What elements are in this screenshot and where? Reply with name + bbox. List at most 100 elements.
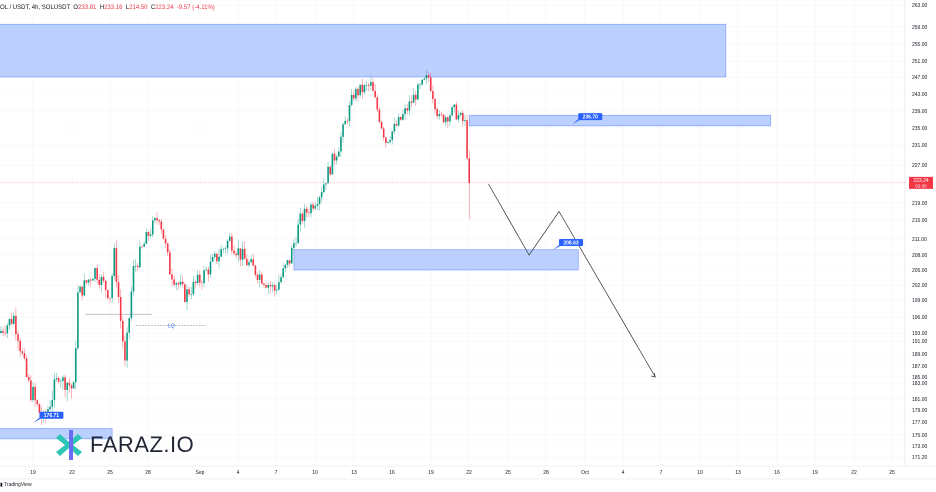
candle-body bbox=[8, 318, 11, 326]
candle-body bbox=[94, 268, 96, 279]
candle-body bbox=[128, 318, 131, 333]
x-tick-label: 19 bbox=[428, 470, 434, 476]
candle-body bbox=[175, 283, 178, 285]
candle-body bbox=[414, 94, 417, 100]
candle-body bbox=[453, 104, 456, 108]
callout-text: 208.63 bbox=[563, 240, 579, 246]
x-tick-label: 4 bbox=[622, 470, 625, 476]
supply-demand-zone bbox=[293, 249, 579, 271]
x-tick-label: 19 bbox=[30, 470, 36, 476]
tradingview-footer: ▮ TradingView bbox=[0, 482, 32, 488]
x-tick-label: 22 bbox=[466, 470, 472, 476]
candle-body bbox=[19, 340, 21, 352]
candle-body bbox=[363, 85, 366, 93]
candle-body bbox=[314, 205, 317, 209]
symbol-legend: OL / USDT, 4h, SOLUSDT O233.81 H233.16 L… bbox=[0, 5, 215, 11]
x-tick-label: 10 bbox=[312, 470, 318, 476]
candle-body bbox=[21, 351, 24, 354]
candle-body bbox=[109, 298, 111, 299]
candle-body bbox=[250, 259, 252, 263]
high-value: 233.16 bbox=[104, 5, 123, 11]
last-price-countdown: 02:30 bbox=[915, 183, 927, 188]
candle-body bbox=[286, 260, 289, 265]
candle-body bbox=[113, 248, 116, 276]
candle-body bbox=[423, 78, 426, 80]
candle-body bbox=[417, 84, 419, 100]
candle-body bbox=[320, 192, 323, 198]
candle-body bbox=[372, 82, 374, 91]
candle-body bbox=[427, 75, 430, 78]
candle-body bbox=[402, 113, 404, 120]
candle-body bbox=[457, 115, 460, 120]
x-tick-label: 25 bbox=[889, 470, 895, 476]
candle-body bbox=[466, 120, 468, 159]
y-tick-label: 185.00 bbox=[912, 375, 928, 381]
x-tick-label: 19 bbox=[812, 470, 818, 476]
y-tick-label: 181.00 bbox=[912, 397, 928, 403]
candle-body bbox=[134, 265, 137, 267]
candle-body bbox=[344, 120, 346, 125]
close-label: C bbox=[150, 5, 156, 11]
candle-body bbox=[340, 136, 342, 152]
candle-body bbox=[378, 109, 381, 122]
candle-body bbox=[224, 248, 227, 249]
candle-body bbox=[451, 107, 453, 116]
candle-body bbox=[141, 246, 143, 248]
open-label: O bbox=[73, 5, 79, 11]
candle-body bbox=[23, 353, 26, 359]
y-tick-label: 183.00 bbox=[912, 381, 928, 387]
candle-body bbox=[213, 253, 216, 258]
candle-body bbox=[4, 332, 7, 334]
candle-body bbox=[361, 84, 364, 93]
x-tick-label: 13 bbox=[351, 470, 357, 476]
candle-body bbox=[205, 269, 208, 271]
x-tick-label: 16 bbox=[774, 470, 780, 476]
candle-body bbox=[434, 98, 436, 110]
candle-body bbox=[156, 218, 158, 221]
candle-body bbox=[308, 212, 310, 214]
price-callout: 236.70 bbox=[572, 113, 603, 125]
y-tick-label: 208.00 bbox=[912, 253, 928, 259]
candle-body bbox=[325, 183, 327, 185]
tradingview-text: TradingView bbox=[4, 482, 32, 488]
candle-body bbox=[318, 197, 321, 205]
supply-demand-zone bbox=[468, 114, 772, 127]
x-tick-label: 28 bbox=[543, 470, 549, 476]
x-tick-label: Oct bbox=[581, 470, 589, 476]
candle-body bbox=[282, 268, 284, 278]
candle-body bbox=[38, 404, 41, 413]
candle-body bbox=[370, 82, 372, 86]
candle-body bbox=[275, 289, 278, 291]
candle-body bbox=[284, 264, 287, 269]
candle-body bbox=[459, 112, 462, 116]
supply-demand-zone bbox=[0, 428, 113, 440]
y-tick-label: 202.00 bbox=[912, 283, 928, 289]
candle-body bbox=[331, 153, 334, 175]
candle-body bbox=[207, 269, 210, 275]
candle-body bbox=[233, 250, 235, 254]
candle-body bbox=[333, 153, 336, 161]
candle-body bbox=[154, 218, 156, 221]
candle-body bbox=[216, 253, 218, 262]
candle-body bbox=[25, 358, 28, 377]
candle-body bbox=[72, 382, 75, 389]
candle-body bbox=[359, 84, 361, 96]
candle-body bbox=[440, 114, 443, 115]
candle-body bbox=[57, 378, 60, 382]
candle-body bbox=[408, 101, 411, 111]
candle-body bbox=[301, 213, 304, 221]
candle-body bbox=[139, 246, 141, 268]
candle-body bbox=[164, 238, 167, 244]
candle-body bbox=[316, 204, 319, 206]
y-tick-label: 215.00 bbox=[912, 218, 928, 224]
candle-body bbox=[256, 274, 259, 280]
candle-body bbox=[171, 274, 173, 280]
change-value: -9.57 (-4.11%) bbox=[176, 5, 215, 11]
candle-body bbox=[352, 94, 355, 99]
candle-body bbox=[194, 281, 197, 283]
candle-body bbox=[173, 279, 175, 285]
candle-body bbox=[389, 140, 391, 143]
y-tick-label: 187.00 bbox=[912, 364, 928, 370]
candle-body bbox=[186, 289, 188, 302]
